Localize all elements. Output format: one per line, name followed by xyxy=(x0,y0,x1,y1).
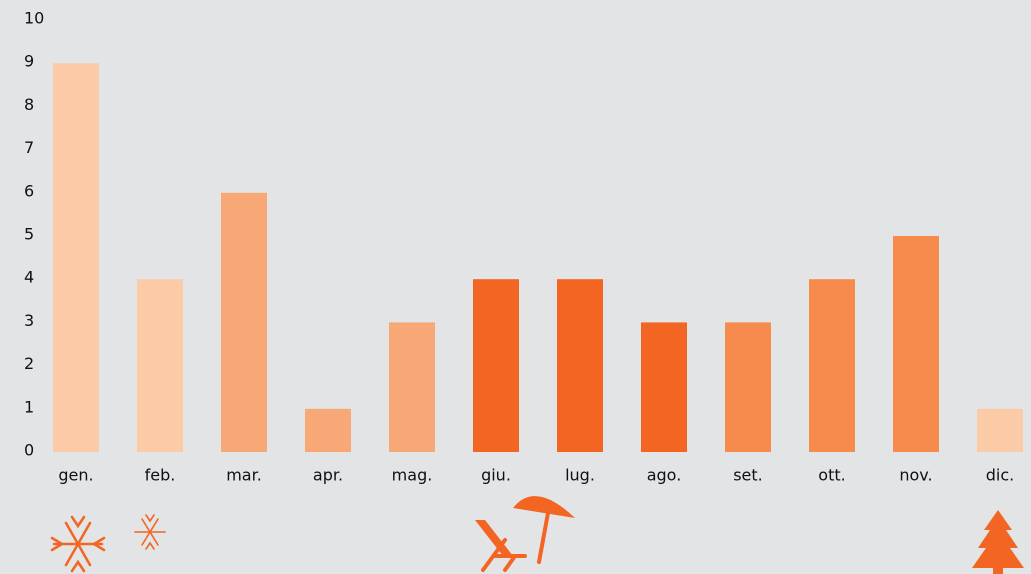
x-tick-label: giu. xyxy=(481,466,511,485)
bar xyxy=(473,279,519,452)
bar xyxy=(557,279,603,452)
bar xyxy=(977,408,1023,452)
x-tick-label: set. xyxy=(733,466,763,485)
y-tick-label: 8 xyxy=(24,95,34,114)
bar xyxy=(53,63,99,452)
y-tick-label: 0 xyxy=(24,441,34,460)
snowflake-large xyxy=(50,515,106,573)
x-tick-label: feb. xyxy=(145,466,176,485)
y-tick-label: 7 xyxy=(24,138,34,157)
bar xyxy=(893,236,939,452)
beach-umbrella xyxy=(513,496,575,564)
y-tick-label: 6 xyxy=(24,181,34,200)
x-tick-label: mag. xyxy=(392,466,433,485)
x-tick-label: ago. xyxy=(647,466,682,485)
bar xyxy=(389,322,435,452)
bar xyxy=(221,192,267,453)
x-tick-label: dic. xyxy=(986,466,1014,485)
x-tick-label: lug. xyxy=(565,466,595,485)
x-tick-label: mar. xyxy=(226,466,262,485)
bar xyxy=(305,408,351,452)
bar xyxy=(641,322,687,452)
y-tick-label: 4 xyxy=(24,268,34,287)
christmas-tree xyxy=(972,510,1024,574)
bar xyxy=(725,322,771,452)
bar xyxy=(809,279,855,452)
y-tick-label: 5 xyxy=(24,225,34,244)
snowflake-small xyxy=(134,514,166,550)
x-tick-label: nov. xyxy=(899,466,932,485)
y-tick-label: 10 xyxy=(24,9,44,28)
bar xyxy=(137,279,183,452)
beach-chair xyxy=(475,520,527,572)
y-tick-label: 1 xyxy=(24,397,34,416)
y-tick-label: 9 xyxy=(24,52,34,71)
x-tick-label: ott. xyxy=(818,466,845,485)
x-tick-label: apr. xyxy=(313,466,343,485)
y-tick-label: 2 xyxy=(24,354,34,373)
x-tick-label: gen. xyxy=(58,466,93,485)
y-tick-label: 3 xyxy=(24,311,34,330)
